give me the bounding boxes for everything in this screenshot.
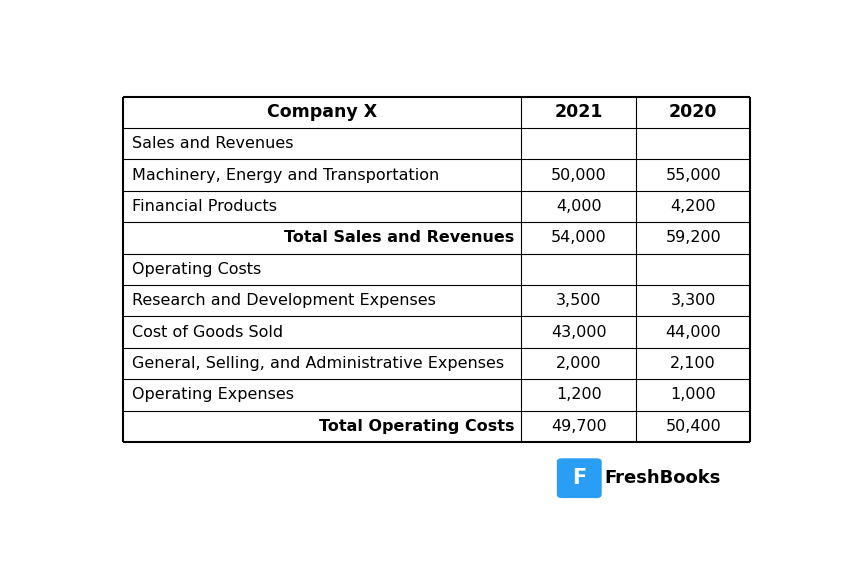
FancyBboxPatch shape [557,458,602,498]
Text: Operating Costs: Operating Costs [131,262,261,277]
Text: 2021: 2021 [555,103,603,122]
Text: Research and Development Expenses: Research and Development Expenses [131,293,435,308]
Text: 1,000: 1,000 [671,387,716,403]
Text: 4,000: 4,000 [556,199,602,214]
Text: Total Sales and Revenues: Total Sales and Revenues [285,231,515,245]
Text: General, Selling, and Administrative Expenses: General, Selling, and Administrative Exp… [131,356,504,371]
Text: 49,700: 49,700 [551,419,607,434]
Text: Financial Products: Financial Products [131,199,277,214]
Text: 1,200: 1,200 [556,387,602,403]
Text: Sales and Revenues: Sales and Revenues [131,136,293,151]
Text: 54,000: 54,000 [551,231,607,245]
Text: 50,000: 50,000 [551,168,607,183]
Text: FreshBooks: FreshBooks [604,469,721,487]
Text: F: F [573,468,586,488]
Text: 43,000: 43,000 [551,325,607,340]
Text: 50,400: 50,400 [665,419,721,434]
Text: 3,500: 3,500 [556,293,602,308]
Text: 44,000: 44,000 [665,325,721,340]
Text: Company X: Company X [268,103,377,122]
Text: 4,200: 4,200 [671,199,716,214]
Text: 59,200: 59,200 [665,231,721,245]
Text: 2020: 2020 [669,103,717,122]
Text: 3,300: 3,300 [671,293,716,308]
Text: 2,000: 2,000 [556,356,602,371]
Text: Total Operating Costs: Total Operating Costs [320,419,515,434]
Text: 55,000: 55,000 [665,168,721,183]
Text: Operating Expenses: Operating Expenses [131,387,294,403]
Text: Machinery, Energy and Transportation: Machinery, Energy and Transportation [131,168,439,183]
Text: 2,100: 2,100 [671,356,716,371]
Text: Cost of Goods Sold: Cost of Goods Sold [131,325,283,340]
